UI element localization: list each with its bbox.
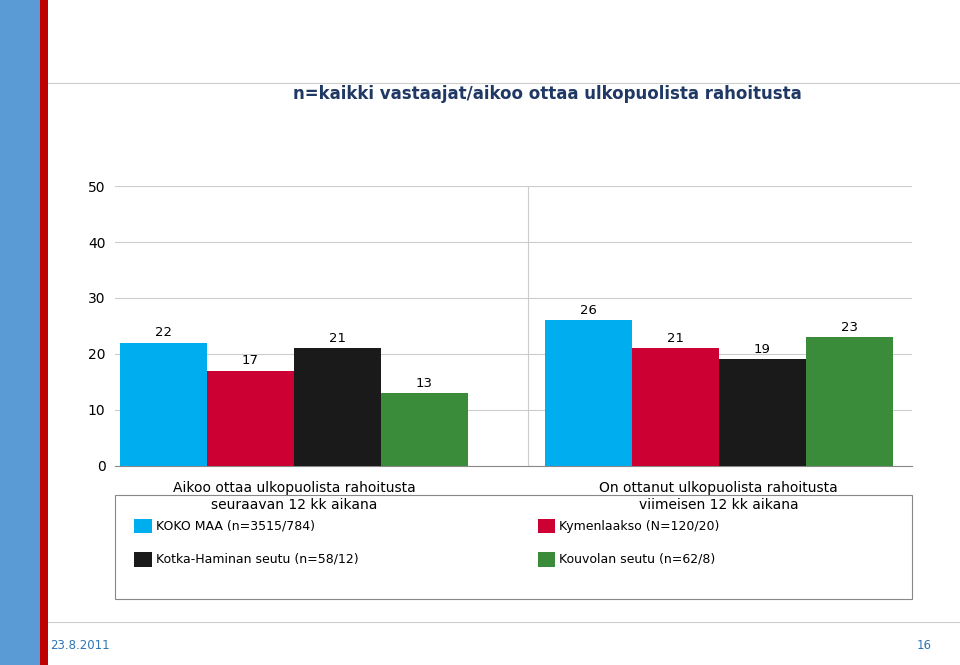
Text: %: % [9,166,24,181]
Text: Kotka-Haminan seutu (n=58/12): Kotka-Haminan seutu (n=58/12) [156,553,358,566]
Bar [207,370,294,466]
Text: 21: 21 [329,332,346,345]
Text: 21: 21 [667,332,684,345]
Text: Kouvolan seutu (n=62/8): Kouvolan seutu (n=62/8) [559,553,715,566]
Text: 13: 13 [416,376,433,390]
Bar [805,337,893,466]
Text: 22: 22 [155,327,172,339]
Bar [545,321,632,465]
Bar [294,348,381,466]
Text: 26: 26 [580,304,597,317]
Text: KOKO MAA (n=3515/784): KOKO MAA (n=3515/784) [156,519,315,533]
Bar [120,342,207,466]
Text: PK-YRITYSTEN RAHOITUS: PK-YRITYSTEN RAHOITUS [411,61,684,79]
Text: Kymenlaakso (N=120/20): Kymenlaakso (N=120/20) [559,519,719,533]
Bar [632,348,719,466]
Text: 19: 19 [754,343,771,356]
Text: 23: 23 [841,321,857,334]
Text: 17: 17 [242,354,259,367]
Bar [381,393,468,466]
Text: n=kaikki vastaajat/aikoo ottaa ulkopuolista rahoitusta: n=kaikki vastaajat/aikoo ottaa ulkopuoli… [293,85,802,104]
Text: 23.8.2011: 23.8.2011 [50,638,109,652]
Text: 16: 16 [916,638,931,652]
Bar [719,359,805,466]
